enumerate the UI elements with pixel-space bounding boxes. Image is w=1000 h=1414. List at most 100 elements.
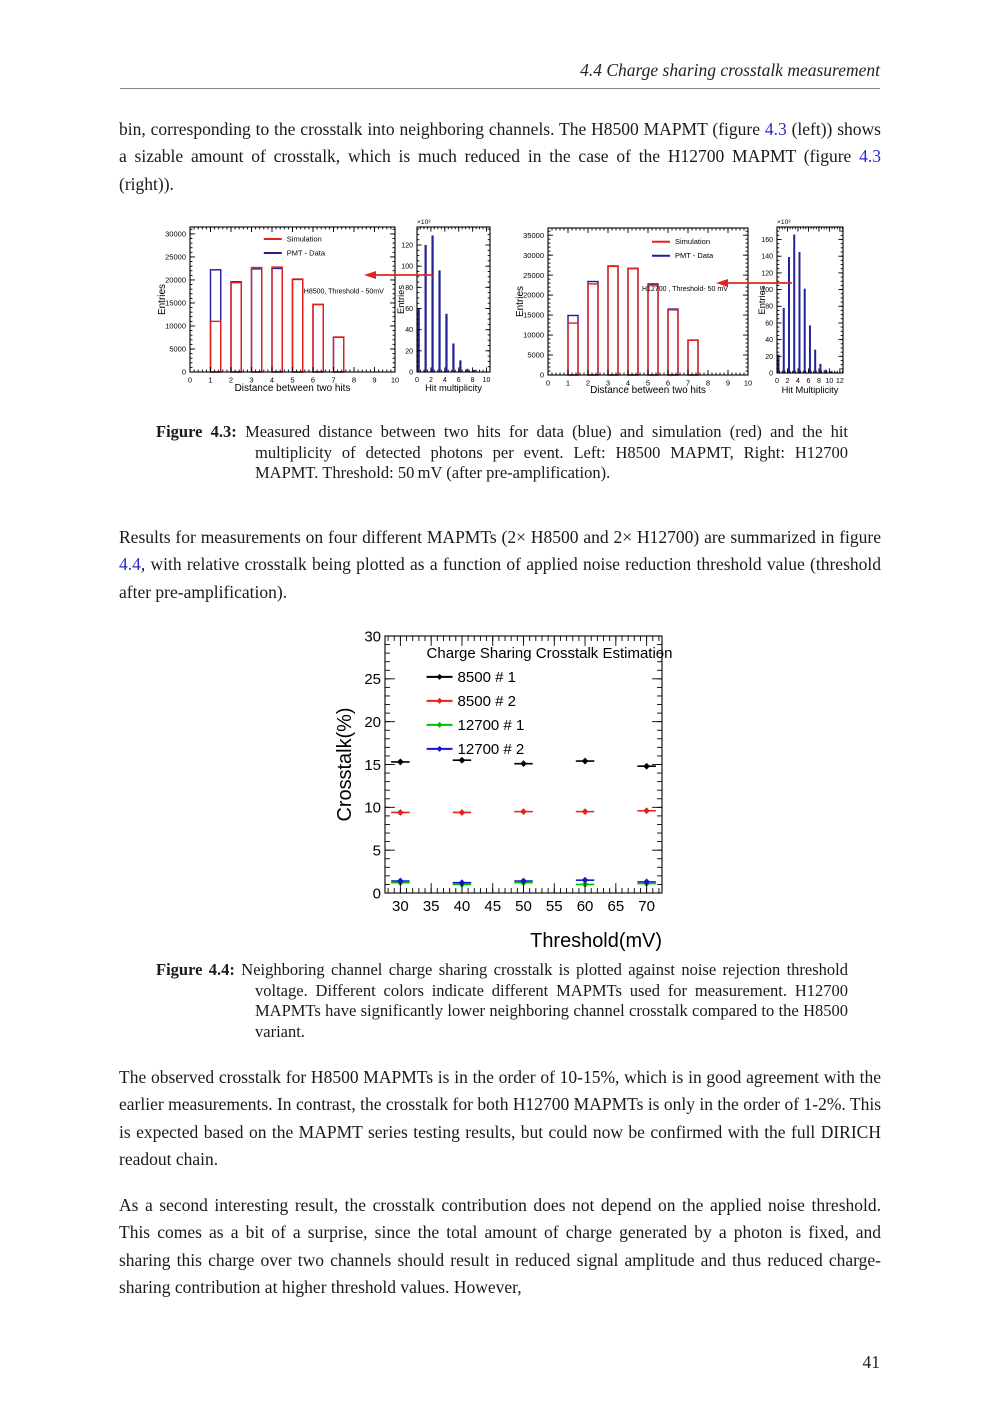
svg-text:5: 5 [646,379,650,388]
svg-text:10000: 10000 [523,331,544,340]
paragraph-text: (right)). [119,173,174,194]
svg-text:0: 0 [769,370,773,377]
header-rule [120,88,880,89]
svg-text:0: 0 [540,371,544,380]
svg-text:2: 2 [586,379,590,388]
svg-text:Hit Multiplicity: Hit Multiplicity [782,385,839,395]
caption-text: Neighboring channel charge sharing cross… [241,960,848,1041]
svg-text:35: 35 [423,898,440,915]
svg-text:Charge Sharing Crosstalk Estim: Charge Sharing Crosstalk Estimation [427,645,673,662]
svg-text:25: 25 [364,671,381,688]
figure-4-3-link[interactable]: 4.3 [859,146,881,167]
svg-text:20: 20 [364,714,381,731]
svg-text:6: 6 [311,376,315,385]
svg-text:15000: 15000 [523,311,544,320]
svg-text:9: 9 [726,379,730,388]
svg-text:20: 20 [405,348,413,355]
paragraph-1: bin, corresponding to the crosstalk into… [119,116,881,198]
svg-text:120: 120 [761,270,773,277]
svg-text:8: 8 [706,379,710,388]
svg-text:Simulation: Simulation [287,235,322,244]
svg-text:100: 100 [401,264,413,271]
svg-text:Entries: Entries [157,284,168,315]
svg-text:120: 120 [401,242,413,249]
h12700-hit-multiplicity-histogram: 0 2 4 6 8 10 12 0 20 40 60 80 100 120 140 160 Hit Multip… [757,210,852,402]
svg-text:60: 60 [405,306,413,313]
svg-text:0: 0 [775,378,779,385]
svg-text:Simulation: Simulation [675,237,710,246]
svg-text:3: 3 [249,376,253,385]
svg-text:20000: 20000 [165,276,186,285]
svg-text:60: 60 [577,898,594,915]
svg-text:9: 9 [372,376,376,385]
svg-text:80: 80 [405,285,413,292]
svg-text:×10³: ×10³ [777,219,791,226]
svg-text:6: 6 [457,377,461,384]
svg-text:8500 # 2: 8500 # 2 [458,693,516,710]
svg-text:10: 10 [744,379,752,388]
svg-text:70: 70 [638,898,655,915]
svg-text:55: 55 [546,898,563,915]
svg-text:10000: 10000 [165,322,186,331]
paragraph-text: Results for measurements on four differe… [119,527,881,547]
red-arrow-icon [364,271,434,279]
svg-text:20: 20 [765,354,773,361]
paragraph-text: , with relative crosstalk being plotted … [119,554,881,602]
svg-text:35000: 35000 [523,231,544,240]
svg-text:12700 # 2: 12700 # 2 [458,741,525,758]
running-header: 4.4 Charge sharing crosstalk measurement [580,60,880,80]
svg-text:30000: 30000 [523,251,544,260]
svg-text:60: 60 [765,320,773,327]
h8500-distance-histogram: 0 1 2 3 4 5 6 7 8 9 10 0 5000 10000 15000 20000 25000 300… [150,213,400,400]
svg-text:160: 160 [761,237,773,244]
svg-text:5: 5 [373,842,381,859]
svg-text:Crosstalk(%): Crosstalk(%) [335,707,356,821]
svg-text:Entries: Entries [515,286,526,317]
svg-text:1: 1 [566,379,570,388]
figure-4-3-caption: Figure 4.3: Measured distance between tw… [156,422,848,484]
svg-text:PMT - Data: PMT - Data [287,249,326,258]
svg-text:15: 15 [364,757,381,774]
svg-text:15000: 15000 [165,299,186,308]
svg-text:10: 10 [364,800,381,817]
svg-text:4: 4 [270,376,274,385]
svg-text:7: 7 [686,379,690,388]
h12700-distance-histogram: 0 1 2 3 4 5 6 7 8 9 10 0 5000 10000 15000 20000 25000 300… [508,213,753,402]
svg-text:PMT - Data: PMT - Data [675,251,714,260]
svg-text:40: 40 [765,337,773,344]
svg-text:H8500, Threshold - 50mV: H8500, Threshold - 50mV [304,289,384,296]
svg-text:8: 8 [817,378,821,385]
svg-text:6: 6 [806,378,810,385]
svg-text:10: 10 [483,377,491,384]
caption-label: Figure 4.3: [156,422,237,441]
svg-text:1: 1 [208,376,212,385]
svg-text:25000: 25000 [165,253,186,262]
svg-text:7: 7 [331,376,335,385]
caption-text: Measured distance between two hits for d… [245,422,848,483]
svg-text:0: 0 [409,369,413,376]
page-number: 41 [862,1352,881,1372]
figure-4-4-caption: Figure 4.4: Neighboring channel charge s… [156,960,848,1042]
svg-text:40: 40 [454,898,471,915]
svg-text:8500 # 1: 8500 # 1 [458,669,516,686]
svg-text:Distance between two hits: Distance between two hits [235,383,351,394]
caption-label: Figure 4.4: [156,960,235,979]
svg-text:5: 5 [290,376,294,385]
svg-text:0: 0 [188,376,192,385]
svg-text:0: 0 [182,368,186,377]
svg-text:30000: 30000 [165,230,186,239]
svg-text:12700 # 1: 12700 # 1 [458,717,525,734]
svg-text:0: 0 [373,885,381,902]
svg-text:20000: 20000 [523,291,544,300]
svg-text:65: 65 [607,898,624,915]
svg-text:10: 10 [825,378,833,385]
svg-text:10: 10 [391,376,399,385]
svg-text:6: 6 [666,379,670,388]
paragraph-4: As a second interesting result, the cros… [119,1195,881,1298]
svg-text:Threshold(mV): Threshold(mV) [530,930,662,951]
figure-4-3-link[interactable]: 4.3 [764,119,787,139]
svg-text:140: 140 [761,254,773,261]
svg-text:80: 80 [765,304,773,311]
figure-4-4-link[interactable]: 4.4 [119,554,141,575]
